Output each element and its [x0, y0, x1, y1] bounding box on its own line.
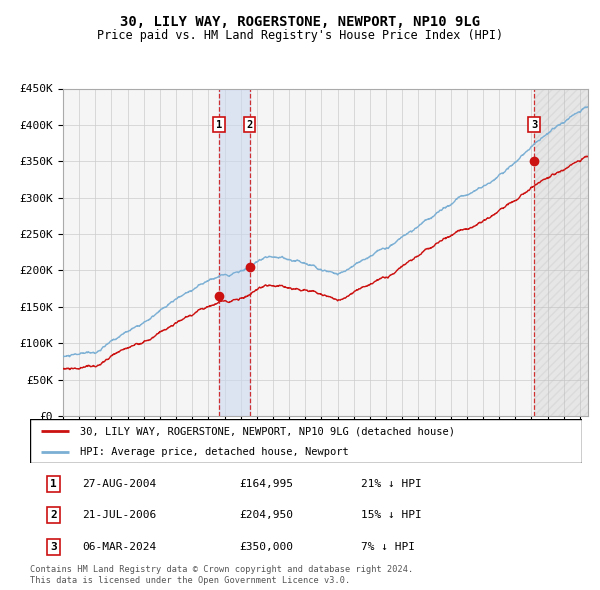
Text: 06-MAR-2024: 06-MAR-2024 [82, 542, 157, 552]
Bar [534, 88, 588, 416]
Text: £350,000: £350,000 [240, 542, 294, 552]
Text: Contains HM Land Registry data © Crown copyright and database right 2024.
This d: Contains HM Land Registry data © Crown c… [30, 565, 413, 585]
Text: 3: 3 [50, 542, 57, 552]
Text: 15% ↓ HPI: 15% ↓ HPI [361, 510, 422, 520]
Text: 7% ↓ HPI: 7% ↓ HPI [361, 542, 415, 552]
Text: 30, LILY WAY, ROGERSTONE, NEWPORT, NP10 9LG: 30, LILY WAY, ROGERSTONE, NEWPORT, NP10 … [120, 15, 480, 29]
Text: 3: 3 [531, 120, 538, 130]
Text: Price paid vs. HM Land Registry's House Price Index (HPI): Price paid vs. HM Land Registry's House … [97, 30, 503, 42]
Text: 2: 2 [247, 120, 253, 130]
Text: 21-JUL-2006: 21-JUL-2006 [82, 510, 157, 520]
FancyBboxPatch shape [30, 419, 582, 463]
Text: 30, LILY WAY, ROGERSTONE, NEWPORT, NP10 9LG (detached house): 30, LILY WAY, ROGERSTONE, NEWPORT, NP10 … [80, 427, 455, 436]
Text: £164,995: £164,995 [240, 478, 294, 489]
Text: 1: 1 [216, 120, 222, 130]
Bar [219, 88, 250, 416]
Text: 2: 2 [50, 510, 57, 520]
Text: 1: 1 [50, 478, 57, 489]
Text: 21% ↓ HPI: 21% ↓ HPI [361, 478, 422, 489]
Text: £204,950: £204,950 [240, 510, 294, 520]
Text: HPI: Average price, detached house, Newport: HPI: Average price, detached house, Newp… [80, 447, 349, 457]
Text: 27-AUG-2004: 27-AUG-2004 [82, 478, 157, 489]
